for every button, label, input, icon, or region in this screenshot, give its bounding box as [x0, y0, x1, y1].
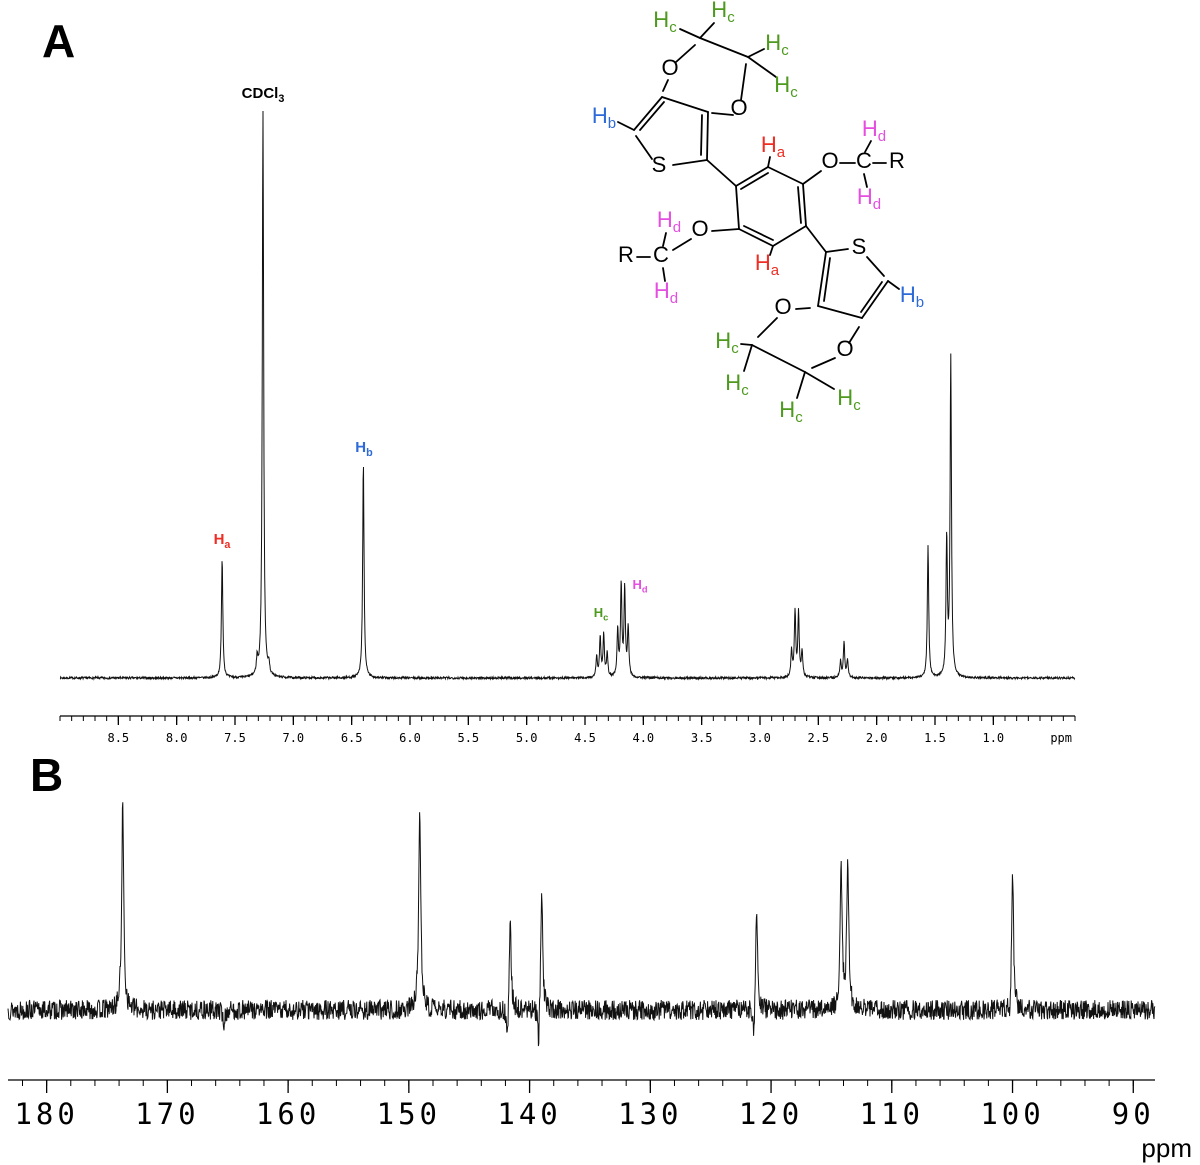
structure-hc-label: Hc — [653, 6, 677, 37]
structure-o-label: O — [730, 94, 748, 120]
structure-o-label: O — [691, 215, 709, 241]
peak-label-hb: Hb — [355, 439, 373, 459]
svg-text:2.0: 2.0 — [866, 731, 888, 745]
structure-hd-label: Hd — [653, 277, 679, 308]
structure-hb-label: Hb — [591, 102, 617, 133]
svg-text:2.5: 2.5 — [807, 731, 829, 745]
svg-text:ppm: ppm — [1050, 731, 1072, 745]
structure-s-label: S — [851, 233, 867, 259]
panel-b-label: B — [30, 749, 64, 801]
panel-a-label: A — [42, 15, 76, 67]
svg-text:1.0: 1.0 — [982, 731, 1004, 745]
svg-text:8.5: 8.5 — [107, 731, 129, 745]
svg-text:3.0: 3.0 — [749, 731, 771, 745]
structure-s-label: S — [651, 151, 667, 177]
structure-hd-label: Hd — [856, 183, 882, 214]
svg-text:120: 120 — [739, 1097, 803, 1131]
structure-hc-label: Hc — [711, 0, 735, 27]
structure-hc-label: Hc — [715, 327, 739, 358]
structure-hd-label: Hd — [861, 115, 887, 146]
svg-text:4.0: 4.0 — [632, 731, 654, 745]
structure-ha-label: Ha — [754, 249, 780, 280]
structure-o-label: O — [836, 335, 854, 361]
left-chain-bonds — [636, 228, 740, 282]
svg-text:180: 180 — [14, 1097, 78, 1131]
structure-o-label: O — [821, 147, 839, 173]
structure-c-label: C — [856, 147, 872, 173]
svg-text:4.5: 4.5 — [574, 731, 596, 745]
structure-ha-label: Ha — [760, 131, 786, 162]
structure-o-label: O — [774, 293, 792, 319]
structure-hd-label: Hd — [656, 206, 682, 237]
svg-text:6.0: 6.0 — [399, 731, 421, 745]
structure-hc-label: Hc — [765, 29, 789, 60]
svg-text:7.0: 7.0 — [282, 731, 304, 745]
structure-r-label: R — [889, 147, 905, 173]
svg-text:160: 160 — [256, 1097, 320, 1131]
structure-o-label: O — [661, 54, 679, 80]
svg-text:5.5: 5.5 — [457, 731, 479, 745]
svg-text:90: 90 — [1112, 1097, 1155, 1131]
peak-label-hd: Hd — [632, 577, 648, 595]
svg-text:8.0: 8.0 — [166, 731, 188, 745]
svg-text:150: 150 — [377, 1097, 441, 1131]
svg-text:130: 130 — [618, 1097, 682, 1131]
svg-text:6.5: 6.5 — [341, 731, 363, 745]
benzene-bonds — [735, 156, 807, 256]
structure-hc-label: Hc — [774, 71, 798, 102]
peak-label-hc: Hc — [593, 605, 609, 623]
structure-bonds — [617, 22, 900, 399]
peak-label-cdcl3: CDCl3 — [241, 85, 285, 105]
svg-text:170: 170 — [135, 1097, 199, 1131]
svg-text:3.5: 3.5 — [691, 731, 713, 745]
structure-hb-label: Hb — [899, 281, 925, 312]
svg-text:7.5: 7.5 — [224, 731, 246, 745]
structure-hc-label: Hc — [779, 396, 803, 427]
right-chain-bonds — [802, 140, 887, 188]
svg-text:5.0: 5.0 — [516, 731, 538, 745]
structure-hc-label: Hc — [725, 369, 749, 400]
bottom-edot-bonds — [740, 225, 900, 399]
svg-text:140: 140 — [497, 1097, 561, 1131]
structure-c-label: C — [653, 241, 669, 267]
svg-text:110: 110 — [860, 1097, 924, 1131]
svg-text:100: 100 — [980, 1097, 1044, 1131]
svg-text:ppm: ppm — [1141, 1133, 1192, 1163]
structure-hc-label: Hc — [837, 384, 861, 415]
peak-label-ha: Ha — [213, 531, 231, 551]
structure-r-label: R — [618, 241, 634, 267]
svg-text:1.5: 1.5 — [924, 731, 946, 745]
top-edot-bonds — [617, 22, 777, 187]
